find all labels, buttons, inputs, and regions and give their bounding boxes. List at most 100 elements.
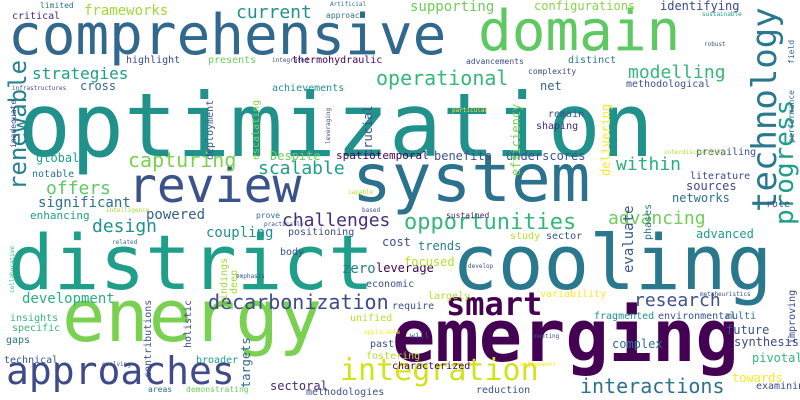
word-global: global [36, 151, 80, 165]
word-smart: smart [446, 285, 543, 323]
word-optimization: optimization [18, 74, 654, 177]
word-sectoral: sectoral [270, 379, 328, 393]
word-prevailing: prevailing [696, 147, 757, 158]
word-variability: variability [540, 289, 607, 300]
word-approaches: approaches [6, 349, 235, 393]
word-complexity: complexity [528, 67, 577, 76]
word-interdisciplinary: interdisciplinary [664, 149, 726, 156]
word-thermohydraulic: thermohydraulic [292, 55, 383, 66]
word-particular: particular [452, 107, 489, 114]
word-cross: cross [80, 79, 117, 93]
word-pivotal: pivotal [752, 351, 800, 365]
word-environmental: environmental [658, 311, 737, 322]
word-shaping: shaping [536, 121, 579, 132]
word-focused: focused [404, 255, 455, 269]
word-frameworks: frameworks [84, 3, 169, 19]
word-strategies: strategies [32, 64, 129, 83]
word-underscores: underscores [506, 149, 586, 163]
word-gaps: gaps [6, 335, 31, 346]
word-benefits: benefits [434, 149, 492, 163]
word-body: body [280, 247, 305, 258]
word-towards: towards [732, 371, 783, 385]
word-highlight: highlight [126, 55, 181, 66]
word-leveraging: leveraging [325, 107, 332, 144]
word-integrated: integrated [272, 57, 309, 64]
word-characterized: characterized [392, 361, 471, 372]
word-approach: approach [326, 11, 365, 20]
word-demonstrating: demonstrating [186, 385, 249, 394]
word-field: field [787, 39, 796, 64]
word-engagement: engagement [520, 361, 557, 368]
word-robust: robust [704, 41, 726, 48]
word-configurations: configurations [534, 0, 636, 13]
word-role: role [766, 199, 791, 210]
word-specific: specific [12, 323, 61, 334]
word-performance: performance [787, 89, 796, 143]
word-system: system [352, 140, 591, 217]
word-sector: sector [546, 231, 583, 242]
word-critical: critical [12, 11, 61, 22]
word-enhancing: enhancing [30, 209, 90, 222]
word-integration: integration [340, 353, 539, 388]
word-capable: capable [348, 189, 374, 196]
word-contributions: contributions [143, 299, 154, 378]
word-examining: examining [756, 381, 800, 392]
word-review: review [128, 158, 302, 214]
word-prove: prove [256, 211, 281, 220]
word-advancements: advancements [466, 57, 524, 66]
word-net: net [540, 79, 562, 93]
word-district: district [8, 218, 375, 307]
word-challenges: challenges [282, 210, 391, 231]
word-cost: cost [382, 235, 411, 249]
word-intelligence: Intelligence [106, 207, 150, 214]
word-supporting: supporting [410, 0, 495, 15]
word-holistic: holistic [183, 299, 194, 348]
word-unified: unified [350, 313, 393, 324]
word-develop: develop [468, 263, 494, 270]
word-broader: broader [196, 355, 239, 366]
word-despite: Despite [270, 149, 321, 163]
word-related: related [112, 239, 138, 246]
word-operational: operational [376, 66, 509, 90]
word-domain: domain [478, 0, 681, 64]
word-identifying: identifying [660, 0, 740, 13]
word-development: development [22, 291, 115, 307]
word-largely: largely [428, 291, 471, 302]
word-sustainable: sustainable [702, 11, 742, 18]
word-economic: economic [366, 279, 415, 290]
word-sources: sources [686, 179, 737, 193]
word-fostering: fostering [366, 351, 421, 362]
word-reduction: reduction [476, 385, 531, 396]
word-areas: areas [148, 385, 173, 394]
word-trends: trends [418, 239, 462, 253]
word-metaheuristics: metaheuristics [700, 291, 751, 298]
word-artificial: Artificial [330, 1, 367, 8]
word-networks: networks [672, 191, 730, 205]
word-practically: practically [264, 221, 304, 228]
word-efficiency: efficiency [509, 103, 523, 176]
word-evolving: evolving [102, 361, 131, 368]
word-spatiotemporal: spatiotemporal [336, 149, 429, 162]
word-applicable: applicable [364, 329, 401, 336]
word-opportunities: opportunities [404, 210, 577, 235]
word-meeting: meeting [534, 333, 560, 340]
word-technical: technical [4, 355, 59, 366]
word-sustained: sustained [446, 211, 490, 220]
word-based: based [362, 207, 381, 214]
word-future: future [726, 323, 770, 337]
word-distinct: distinct [568, 55, 617, 66]
word-comprehensive: comprehensive [8, 3, 447, 68]
word-significant: significant [38, 195, 131, 211]
word-interactions: interactions [580, 374, 725, 398]
word-achievements: achievements [272, 83, 345, 94]
word-require: require [392, 301, 435, 312]
word-limited: limited [40, 1, 74, 10]
word-remain: remain [548, 109, 585, 120]
word-energy: energy [62, 274, 323, 358]
word-infrastructures: infrastructures [12, 85, 67, 92]
word-synthesis: synthesis [734, 335, 800, 349]
word-collaborative: collaborative [9, 245, 16, 293]
word-decarbonization: decarbonization [208, 290, 389, 314]
word-coupling: coupling [206, 225, 274, 241]
word-targets: targets [239, 337, 253, 389]
